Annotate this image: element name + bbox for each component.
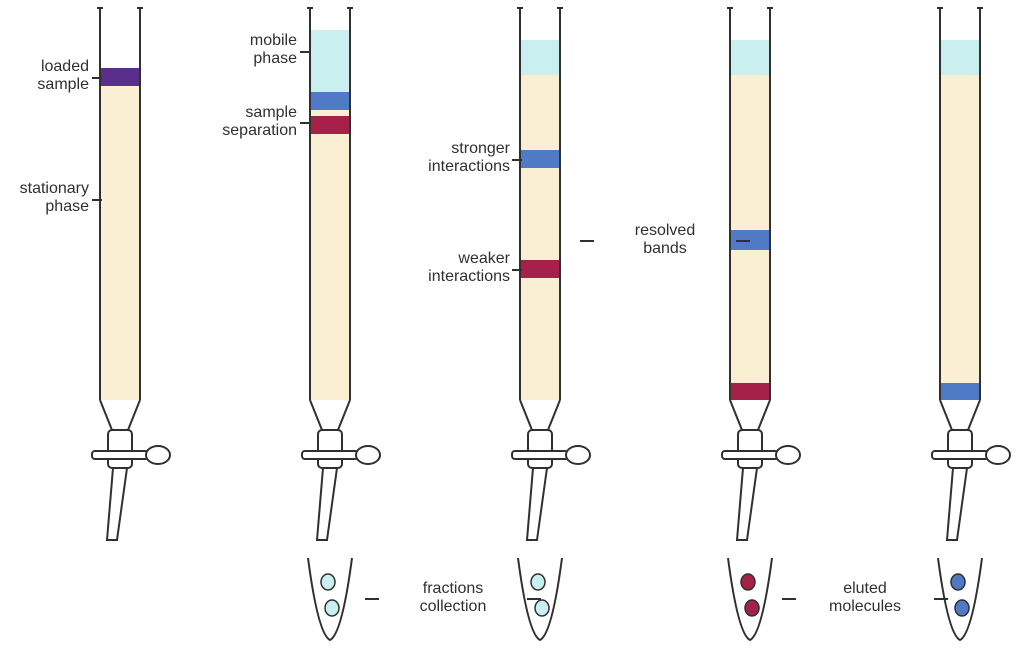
stopcock-barrel bbox=[318, 430, 342, 468]
eluate-drop bbox=[955, 600, 969, 616]
stopcock-handle-icon bbox=[146, 446, 170, 464]
leader-dash bbox=[934, 598, 948, 600]
column-tip bbox=[107, 468, 127, 540]
leader-dash bbox=[527, 598, 541, 600]
column-tip bbox=[317, 468, 337, 540]
label-weaker: weakerinteractions bbox=[410, 250, 510, 287]
stopcock-handle-icon bbox=[566, 446, 590, 464]
band-blue bbox=[521, 150, 559, 168]
column-tip bbox=[527, 468, 547, 540]
stopcock-handle-icon bbox=[776, 446, 800, 464]
mobile-phase-fill bbox=[731, 40, 769, 75]
eluate-drop bbox=[531, 574, 545, 590]
stopcock-barrel bbox=[528, 430, 552, 468]
label-fractions: fractionscollection bbox=[383, 580, 523, 617]
leader-dash bbox=[300, 51, 310, 53]
band-red bbox=[311, 116, 349, 134]
band-purple bbox=[101, 68, 139, 86]
band-red bbox=[731, 383, 769, 400]
label-resolved-bands: resolvedbands bbox=[600, 222, 730, 259]
leader-dash bbox=[365, 598, 379, 600]
mobile-phase-fill bbox=[521, 40, 559, 75]
chromatography-column-3 bbox=[690, 0, 810, 560]
eluate-drop bbox=[741, 574, 755, 590]
stopcock-barrel bbox=[108, 430, 132, 468]
column-tip bbox=[947, 468, 967, 540]
column-tip bbox=[737, 468, 757, 540]
chromatography-column-1 bbox=[270, 0, 390, 560]
label-sample-separation: sampleseparation bbox=[192, 104, 297, 141]
stopcock-barrel bbox=[948, 430, 972, 468]
stationary-phase-fill bbox=[311, 92, 349, 400]
band-blue bbox=[941, 383, 979, 400]
eluate-drop bbox=[745, 600, 759, 616]
collection-tube-3 bbox=[720, 554, 780, 644]
mobile-phase-fill bbox=[941, 40, 979, 75]
label-mobile-phase: mobilephase bbox=[192, 32, 297, 69]
collection-tube-1 bbox=[300, 554, 360, 644]
eluate-drop bbox=[535, 600, 549, 616]
stationary-phase-fill bbox=[521, 75, 559, 400]
eluate-drop bbox=[321, 574, 335, 590]
eluate-drop bbox=[325, 600, 339, 616]
eluate-drop bbox=[951, 574, 965, 590]
band-blue bbox=[311, 92, 349, 110]
label-stronger: strongerinteractions bbox=[410, 140, 510, 177]
label-loaded-sample: loadedsample bbox=[0, 58, 89, 95]
stationary-phase-fill bbox=[941, 75, 979, 400]
leader-dash bbox=[782, 598, 796, 600]
leader-dash bbox=[92, 77, 102, 79]
chromatography-column-4 bbox=[900, 0, 1020, 560]
leader-dash bbox=[92, 199, 102, 201]
leader-dash bbox=[300, 122, 310, 124]
mobile-phase-fill bbox=[311, 30, 349, 92]
stationary-phase-fill bbox=[101, 68, 139, 400]
label-stationary-phase: stationaryphase bbox=[0, 180, 89, 217]
leader-dash bbox=[512, 159, 522, 161]
leader-dash bbox=[512, 269, 522, 271]
leader-dash bbox=[736, 240, 750, 242]
stopcock-handle-icon bbox=[356, 446, 380, 464]
stopcock-handle-icon bbox=[986, 446, 1010, 464]
stopcock-barrel bbox=[738, 430, 762, 468]
leader-dash bbox=[580, 240, 594, 242]
band-red bbox=[521, 260, 559, 278]
label-eluted: elutedmolecules bbox=[800, 580, 930, 617]
